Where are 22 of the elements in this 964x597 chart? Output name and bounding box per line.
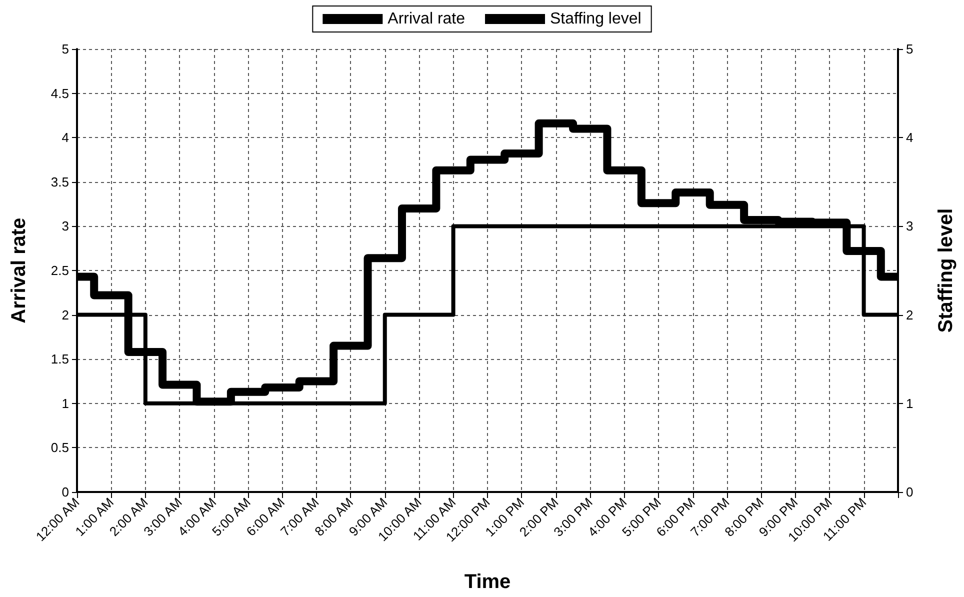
x-axis-title: Time (464, 571, 511, 593)
y2-tick-label: 3 (906, 218, 914, 234)
y2-axis-title: Staffing level (935, 208, 957, 333)
y-tick-label: 4 (62, 130, 69, 146)
y-tick-label: 2 (62, 307, 69, 322)
y2-tick-label: 5 (906, 42, 914, 56)
legend-label: Arrival rate (388, 10, 466, 28)
y2-tick-label: 4 (906, 130, 914, 146)
y2-tick-label: 2 (906, 307, 914, 322)
legend-label: Staffing level (550, 10, 642, 28)
y2-tick-label: 0 (906, 484, 914, 500)
y-tick-label: 0 (62, 484, 69, 500)
y-tick-label: 3.5 (50, 174, 69, 190)
y-tick-label: 1.5 (50, 352, 69, 367)
y-tick-label: 5 (62, 42, 69, 56)
y-axis-title: Arrival rate (8, 218, 30, 324)
y2-tick-label: 1 (906, 396, 914, 411)
y-tick-label: 1 (62, 396, 69, 411)
y-tick-label: 2.5 (50, 263, 69, 278)
y-tick-label: 4.5 (50, 86, 69, 101)
y-tick-label: 3 (62, 218, 69, 234)
y-tick-label: 0.5 (50, 440, 69, 456)
